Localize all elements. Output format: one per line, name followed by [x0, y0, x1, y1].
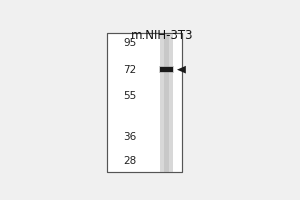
Bar — [164, 33, 169, 172]
Bar — [107, 33, 182, 172]
Text: 28: 28 — [123, 156, 136, 166]
Text: 72: 72 — [123, 65, 136, 75]
Bar — [160, 67, 173, 72]
Bar — [160, 33, 173, 172]
Text: 36: 36 — [123, 132, 136, 142]
Bar — [107, 33, 182, 172]
Text: 55: 55 — [123, 91, 136, 101]
Text: m.NIH-3T3: m.NIH-3T3 — [130, 29, 193, 42]
Bar — [159, 66, 174, 73]
Text: 95: 95 — [123, 38, 136, 48]
Polygon shape — [177, 66, 186, 74]
